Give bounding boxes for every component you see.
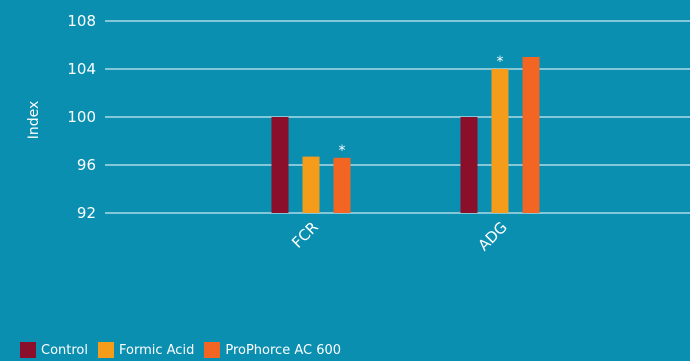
legend-item: Control (20, 342, 88, 358)
y-tick-labels: 92 96 100 104 108 (67, 12, 96, 222)
y-axis-label: Index (26, 101, 42, 140)
legend-label: Control (41, 342, 88, 358)
y-tick-label: 96 (77, 156, 96, 174)
significance-markers: ** (339, 54, 504, 159)
x-tick-label: ADG (474, 218, 510, 254)
significance-asterisk: * (339, 143, 346, 159)
legend-item: Formic Acid (98, 342, 194, 358)
legend-swatch (204, 342, 221, 358)
y-tick-label: 104 (67, 60, 96, 78)
legend-label: ProPhorce AC 600 (225, 342, 342, 358)
bar (460, 117, 478, 213)
bars (271, 57, 540, 213)
legend: Control Formic Acid ProPhorce AC 600 (20, 342, 351, 358)
legend-label: Formic Acid (119, 342, 195, 358)
y-tick-label: 100 (67, 108, 96, 126)
bar (333, 157, 351, 213)
legend-item: ProPhorce AC 600 (204, 342, 341, 358)
x-tick-labels: FCR ADG (288, 218, 511, 254)
grid-lines (105, 20, 690, 214)
y-tick-label: 108 (67, 12, 96, 30)
bar (522, 57, 540, 213)
x-tick-label: FCR (288, 218, 322, 252)
legend-swatch (98, 342, 114, 358)
bar (271, 117, 289, 213)
bar (302, 156, 320, 213)
y-tick-label: 92 (77, 204, 96, 222)
bar (491, 69, 509, 213)
legend-swatch (20, 342, 36, 358)
significance-asterisk: * (497, 54, 504, 70)
